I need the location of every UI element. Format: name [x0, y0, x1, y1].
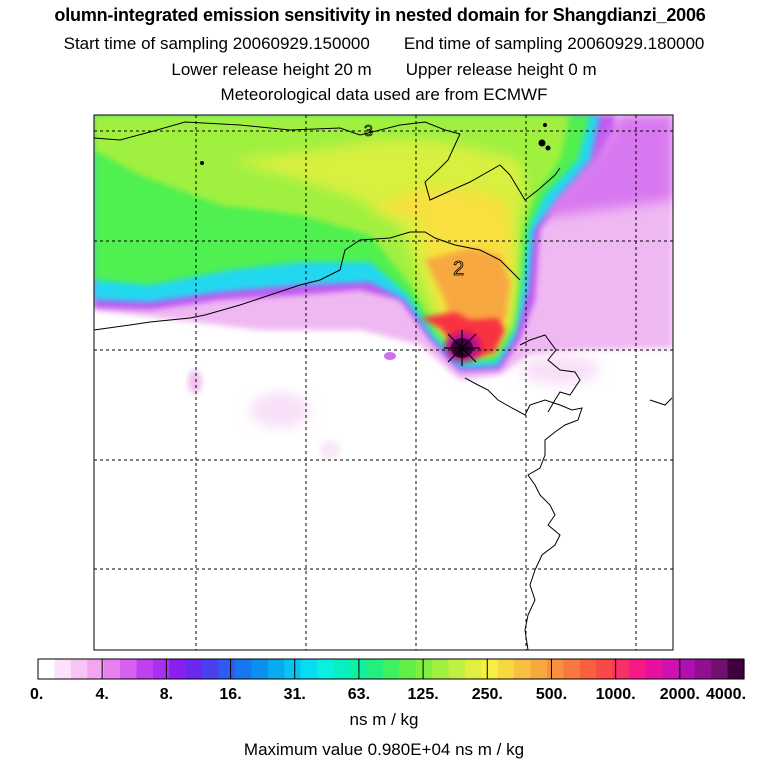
met-data-label: Meteorological data used are from ECMWF: [220, 85, 548, 104]
colorbar-cell: [727, 659, 745, 679]
colorbar-cell: [300, 659, 318, 679]
coastline-south: [464, 377, 583, 650]
colorbar-cell: [382, 659, 400, 679]
colorbar-cell: [169, 659, 187, 679]
release-site-marker: [444, 330, 480, 366]
colorbar-tick-label: 0.: [30, 686, 43, 703]
colorbar-tick-label: 500.: [536, 686, 567, 703]
contour-label-2: 2: [453, 258, 464, 280]
colorbar-cell: [514, 659, 532, 679]
colorbar-cell: [711, 659, 729, 679]
colorbar-frame: [37, 658, 745, 680]
colorbar-cell: [251, 659, 269, 679]
field-patch-2: [250, 392, 310, 428]
colorbar-cell: [497, 659, 515, 679]
upper-release-label: Upper release height 0 m: [405, 60, 597, 79]
colorbar-tick-label: 125.: [408, 686, 439, 703]
lake-4: [543, 123, 547, 127]
colorbar-cell: [563, 659, 581, 679]
colorbar-cell: [481, 659, 499, 679]
colorbar-cell: [284, 659, 302, 679]
coastline-east: [649, 397, 673, 406]
graticule: [94, 115, 673, 650]
colorbar-cell: [448, 659, 466, 679]
coastline-north: [94, 121, 461, 141]
colorbar-tick-label: 63.: [348, 686, 370, 703]
end-time-label: End time of sampling 20060929.180000: [403, 34, 705, 53]
map-frame: [93, 114, 674, 651]
colorbar-cell: [694, 659, 712, 679]
colorbar-cell: [267, 659, 285, 679]
lake-1: [538, 139, 546, 147]
colorbar-cell: [202, 659, 220, 679]
colorbar-cell: [415, 659, 433, 679]
field-patch-3: [384, 352, 396, 360]
colorbar-cell: [218, 659, 236, 679]
colorbar-cell: [366, 659, 384, 679]
colorbar-cell: [333, 659, 351, 679]
colorbar-cell: [87, 659, 105, 679]
coastline-bohai: [94, 231, 521, 331]
maximum-value-label: Maximum value 0.980E+04 ns m / kg: [243, 740, 525, 759]
start-time-label: Start time of sampling 20060929.150000: [63, 34, 370, 53]
colorbar-cell: [612, 659, 630, 679]
colorbar-cell: [185, 659, 203, 679]
release-heights: Lower release height 20 m Upper release h…: [0, 60, 768, 80]
colorbar-cell: [546, 659, 564, 679]
lake-3: [200, 161, 204, 165]
colorbar-cell: [152, 659, 170, 679]
colorbar-cell: [629, 659, 647, 679]
colorbar-cell: [661, 659, 679, 679]
colorbar-cell: [235, 659, 253, 679]
colorbar-cell: [103, 659, 121, 679]
colorbar-cell: [579, 659, 597, 679]
colorbar-cell: [432, 659, 450, 679]
colorbar-tick-label: 250.: [472, 686, 503, 703]
colorbar-tick-label: 31.: [284, 686, 306, 703]
colorbar-tick-label: 4000.: [706, 686, 746, 703]
colorbar-cell: [54, 659, 72, 679]
border-northeast: [424, 133, 561, 201]
colorbar-tick-label: 2000.: [660, 686, 700, 703]
colorbar-tick-label: 1000.: [596, 686, 636, 703]
colorbar-cell: [645, 659, 663, 679]
coastlines: [94, 121, 673, 650]
contour-label-3: 3: [364, 123, 373, 140]
map-title: olumn-integrated emission sensitivity in…: [54, 5, 706, 25]
colorbar-cells: [38, 659, 745, 679]
colorbar-cell: [70, 659, 88, 679]
colorbar-tick-label: 8.: [160, 686, 173, 703]
lake-2: [545, 145, 551, 151]
coastline-shandong: [519, 334, 581, 413]
colorbar-cell: [136, 659, 154, 679]
colorbar-cell: [530, 659, 548, 679]
colorbar-cell: [317, 659, 335, 679]
colorbar-cell: [38, 659, 56, 679]
colorbar-tick-label: 4.: [96, 686, 109, 703]
colorbar-units: ns m / kg: [349, 710, 419, 729]
contour-label-1: 1: [456, 343, 464, 359]
field-patch-5: [320, 440, 340, 460]
colorbar-cell: [120, 659, 138, 679]
sampling-times: Start time of sampling 20060929.150000 En…: [0, 34, 768, 54]
lower-release-label: Lower release height 20 m: [171, 60, 372, 79]
colorbar-cell: [399, 659, 417, 679]
colorbar-ticks: 0. 4. 8. 16. 31. 63. 125. 250. 500. 1000. 2000. 400…: [30, 659, 746, 703]
map-field: 3 2 1: [94, 115, 673, 650]
colorbar-cell: [464, 659, 482, 679]
colorbar-cell: [678, 659, 696, 679]
field-patch-1: [188, 370, 202, 394]
colorbar-cell: [596, 659, 614, 679]
colorbar-tick-label: 16.: [219, 686, 241, 703]
